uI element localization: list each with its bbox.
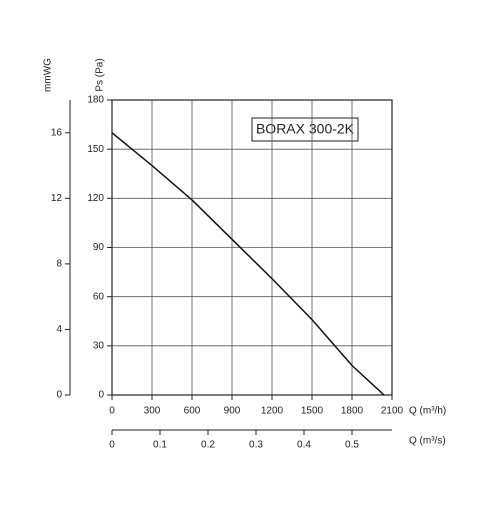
y-tick-label: 30	[93, 340, 105, 351]
x-label: Q (m³/h)	[409, 406, 446, 417]
x-tick-label: 300	[144, 406, 161, 417]
y2-tick-label: 4	[56, 324, 62, 335]
y-tick-label: 120	[87, 193, 104, 204]
y2-tick-label: 16	[51, 127, 63, 138]
chart-title: BORAX 300-2K	[256, 121, 355, 137]
x2-tick-label: 0.3	[249, 440, 263, 451]
x-tick-label: 1500	[301, 406, 324, 417]
x-tick-label: 600	[184, 406, 201, 417]
y-tick-label: 90	[93, 242, 105, 253]
title-box	[251, 117, 359, 142]
y-tick-label: 180	[87, 95, 104, 106]
x2-tick-label: 0.2	[201, 440, 215, 451]
y-tick-label: 0	[98, 390, 104, 401]
y-tick-label: 60	[93, 291, 105, 302]
y2-tick-label: 12	[51, 193, 63, 204]
plot-frame	[111, 99, 393, 396]
x-tick-label: 1800	[341, 406, 364, 417]
x-tick-label: 1200	[261, 406, 284, 417]
y2-label: mmWG	[43, 58, 54, 92]
x2-tick-label: 0.4	[297, 440, 311, 451]
x2-tick-label: 0.1	[153, 440, 167, 451]
x2-label: Q (m³/s)	[409, 436, 446, 447]
x2-tick-label: 0	[109, 440, 115, 451]
y2-tick-label: 8	[56, 259, 62, 270]
curve	[111, 132, 385, 396]
x-tick-label: 900	[224, 406, 241, 417]
x-tick-label: 0	[109, 406, 115, 417]
y2-tick-label: 0	[56, 390, 62, 401]
x-tick-label: 2100	[381, 406, 404, 417]
x2-tick-label: 0.5	[345, 440, 359, 451]
y-tick-label: 150	[87, 144, 104, 155]
y-label: Ps (Pa)	[95, 58, 106, 91]
